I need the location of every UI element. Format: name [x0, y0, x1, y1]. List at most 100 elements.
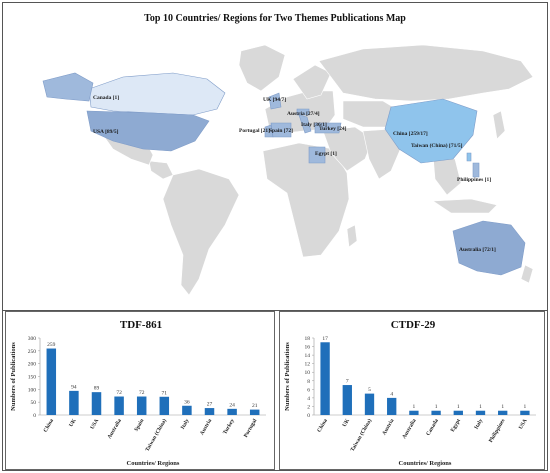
map-label-usa: USA [89/5] [93, 129, 119, 135]
map-region-uk [268, 92, 282, 110]
data-label: 5 [368, 387, 371, 393]
map-label-australia: Australia [72/1] [459, 247, 496, 253]
map-land-central-america [148, 160, 174, 180]
x-tick-label: Australia [401, 418, 417, 440]
map-land-indonesia [432, 198, 498, 214]
chart-title: CTDF-29 [391, 319, 436, 331]
x-tick-label: China [316, 418, 329, 434]
data-label: 21 [252, 403, 258, 409]
chart-title: TDF-861 [120, 319, 162, 331]
data-label: 1 [501, 404, 504, 410]
map-label-portugal: Portugal [21] [239, 128, 270, 134]
x-tick-label: Australia [107, 418, 123, 440]
map-highlighted-regions [42, 72, 526, 276]
data-label: 4 [390, 391, 393, 397]
data-label: 1 [479, 404, 482, 410]
data-label: 24 [229, 402, 235, 408]
map-region-egypt [308, 146, 326, 164]
bar [227, 408, 237, 415]
bar [520, 410, 530, 415]
bar [69, 390, 79, 415]
y-tick-label: 2 [307, 404, 310, 410]
data-label: 71 [162, 390, 168, 396]
x-tick-label: Spain [134, 418, 146, 433]
bar-chart-tdf-861: TDF-861 Numbers of Publications Countries/… [10, 319, 266, 467]
x-tick-label: Canada [425, 418, 439, 437]
bar [364, 393, 375, 415]
map-label-philippines: Philippines [1] [457, 177, 491, 183]
world-map-panel: Canada [1] USA [89/5] UK [94/7] Austria [27… [3, 3, 547, 311]
data-label: 72 [139, 390, 145, 396]
map-label-austria: Austria [27/4] [287, 111, 320, 117]
bar [342, 385, 352, 415]
x-tick-label: UK [68, 417, 78, 428]
map-labels: Canada [1] USA [89/5] UK [94/7] Austria [27… [93, 95, 496, 253]
x-tick-label: UK [342, 417, 352, 428]
map-land-africa [262, 142, 350, 258]
x-tick-label: Egypt [450, 418, 462, 433]
y-tick-label: 18 [305, 336, 311, 342]
map-region-turkey [314, 122, 342, 134]
map-land-greenland [238, 44, 286, 92]
bar [431, 410, 441, 415]
map-region-austria [296, 108, 310, 116]
map-region-china [384, 98, 478, 164]
bar [91, 392, 102, 415]
map-region-usa [86, 110, 210, 152]
x-tick-label: Austria [199, 418, 213, 437]
bar [114, 396, 124, 415]
y-axis-label: Numbers of Publications [284, 342, 291, 411]
map-label-canada: Canada [1] [93, 95, 119, 101]
map-region-italy [298, 114, 312, 134]
data-label: 7 [346, 379, 349, 385]
map-label-uk: UK [94/7] [263, 97, 286, 103]
y-tick-label: 6 [307, 387, 310, 393]
x-tick-label: Turkey [222, 418, 236, 436]
data-label: 89 [94, 386, 100, 392]
bar [387, 397, 397, 415]
bar [159, 396, 170, 415]
map-title: Top 10 Countries/ Regions for Two Themes… [144, 13, 406, 24]
bar [182, 405, 192, 415]
data-label: 72 [116, 390, 122, 396]
x-tick-label: Portugal [243, 418, 259, 439]
data-label: 259 [47, 342, 56, 348]
map-label-china: China [259/17] [393, 131, 428, 137]
map-land-madagascar [346, 224, 358, 248]
map-label-italy: Italy [36/1] [301, 122, 327, 128]
x-tick-label: USA [518, 418, 529, 431]
map-land-japan [492, 110, 506, 140]
map-label-turkey: Turkey [24] [319, 126, 347, 132]
map-label-spain: Spain [72] [269, 128, 293, 134]
data-label: 94 [71, 384, 77, 390]
map-label-egypt: Egypt [1] [315, 151, 337, 157]
x-axis-label: Countries/ Regions [127, 460, 180, 467]
y-tick-label: 0 [33, 413, 36, 419]
x-tick-label: USA [90, 418, 101, 431]
bar [136, 396, 147, 415]
x-tick-label: Taiwan (China) [144, 417, 168, 452]
bar [475, 410, 486, 415]
y-tick-label: 8 [307, 379, 310, 385]
chart-panel-ctdf-29: CTDF-29 Numbers of Publications Countries/… [279, 311, 545, 470]
map-region-canada [88, 72, 226, 116]
map-label-taiwan: Taiwan (China) [71/5] [411, 142, 463, 149]
y-axis-label: Numbers of Publications [10, 342, 17, 411]
y-tick-label: 12 [305, 362, 311, 368]
y-tick-label: 200 [28, 362, 37, 368]
map-land-south-america [162, 168, 240, 296]
data-label: 1 [524, 404, 527, 410]
map-region-taiwan [466, 152, 472, 162]
bar [46, 348, 57, 415]
chart-panel-tdf-861: TDF-861 Numbers of Publications Countries/… [5, 311, 275, 470]
map-land-scandinavia [292, 64, 332, 100]
bar [498, 410, 508, 415]
x-tick-label: Taiwan (China) [349, 417, 373, 452]
bar [320, 342, 330, 415]
map-region-spain [270, 122, 292, 138]
x-tick-label: Italy [180, 418, 191, 431]
y-tick-label: 16 [305, 345, 311, 351]
map-region-alaska [42, 72, 94, 102]
map-region-australia [452, 220, 526, 276]
